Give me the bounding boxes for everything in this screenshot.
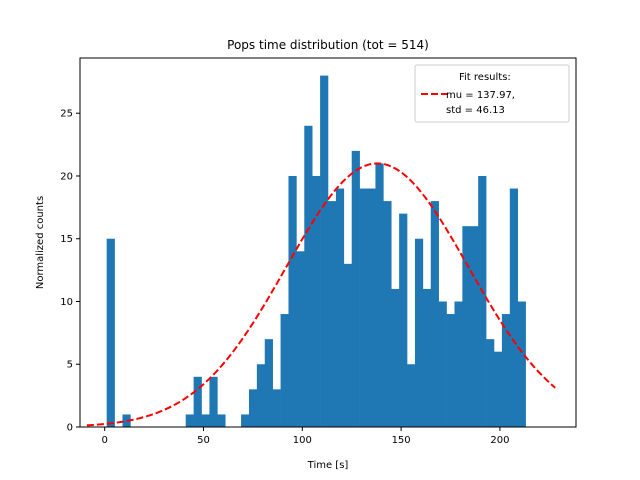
histogram-bar [304, 125, 313, 427]
x-tick-label: 150 [392, 435, 411, 446]
y-axis-label: Normalized counts [35, 196, 46, 289]
histogram-bar [486, 339, 495, 427]
histogram-bar [367, 188, 376, 427]
histogram-bar [288, 175, 297, 427]
histogram-bar [407, 364, 416, 427]
legend-fit-label-line2: mu = 137.97, [446, 90, 515, 101]
histogram-bar [328, 201, 337, 427]
fit-curve-group [86, 162, 556, 427]
histogram-bar [399, 213, 408, 427]
x-tick-label: 200 [490, 435, 509, 446]
histogram-bar [493, 351, 503, 427]
histogram-bar [478, 175, 487, 427]
histogram-bar [185, 414, 194, 427]
x-axis-label: Time [s] [307, 460, 349, 471]
histogram-bar [470, 226, 479, 427]
histogram-bar [217, 414, 226, 427]
histogram-bar [430, 201, 439, 427]
histogram-bar [272, 389, 281, 427]
fit-curve [86, 162, 556, 427]
histogram-bar [296, 251, 305, 427]
histogram-bar [248, 389, 258, 427]
histogram-bars [106, 75, 526, 427]
x-tick-label: 100 [293, 435, 312, 446]
histogram-bar [351, 150, 360, 427]
histogram-bar [359, 188, 368, 427]
histogram-bar [320, 75, 329, 427]
histogram-bar [241, 414, 250, 427]
histogram-bar [438, 301, 447, 427]
histogram-bar [501, 314, 511, 427]
histogram-bar [446, 314, 455, 427]
y-tick-label: 10 [60, 297, 73, 308]
x-tick-label: 0 [102, 435, 108, 446]
chart-title: Pops time distribution (tot = 514) [227, 38, 429, 52]
histogram-bar [264, 339, 273, 427]
histogram-bar [517, 301, 526, 427]
histogram-bar [122, 414, 131, 427]
x-tick-label: 50 [197, 435, 210, 446]
histogram-bar [106, 238, 115, 427]
y-tick-label: 25 [60, 109, 73, 120]
histogram-bar [193, 376, 202, 427]
histogram-bar [280, 314, 289, 427]
histogram-bar [343, 263, 353, 427]
legend-box [414, 64, 570, 123]
y-tick-label: 20 [60, 171, 73, 182]
histogram-bar [209, 376, 218, 427]
histogram-bar [454, 301, 463, 427]
histogram-bar [256, 364, 266, 427]
plot-frame [79, 57, 577, 428]
y-tick-label: 15 [60, 234, 73, 245]
y-axis-ticks: 0 5 10 15 20 25 [60, 109, 80, 434]
legend-fit-label-line1: Fit results: [459, 72, 511, 83]
histogram-bar [391, 288, 400, 427]
histogram-bar [414, 238, 424, 427]
x-axis-ticks: 0 50 100 150 200 [102, 427, 509, 446]
y-tick-label: 0 [67, 423, 73, 434]
y-tick-label: 5 [67, 360, 73, 371]
histogram-bar [312, 175, 321, 427]
histogram-bar [462, 226, 471, 427]
histogram-bar [383, 201, 392, 427]
histogram-bar [335, 188, 345, 427]
legend: Fit results: mu = 137.97, std = 46.13 [414, 64, 570, 123]
histogram-bar [509, 188, 518, 427]
legend-fit-label-line3: std = 46.13 [446, 105, 505, 116]
histogram-bar [375, 163, 384, 427]
histogram-bar [201, 414, 210, 427]
histogram-bar [422, 288, 432, 427]
